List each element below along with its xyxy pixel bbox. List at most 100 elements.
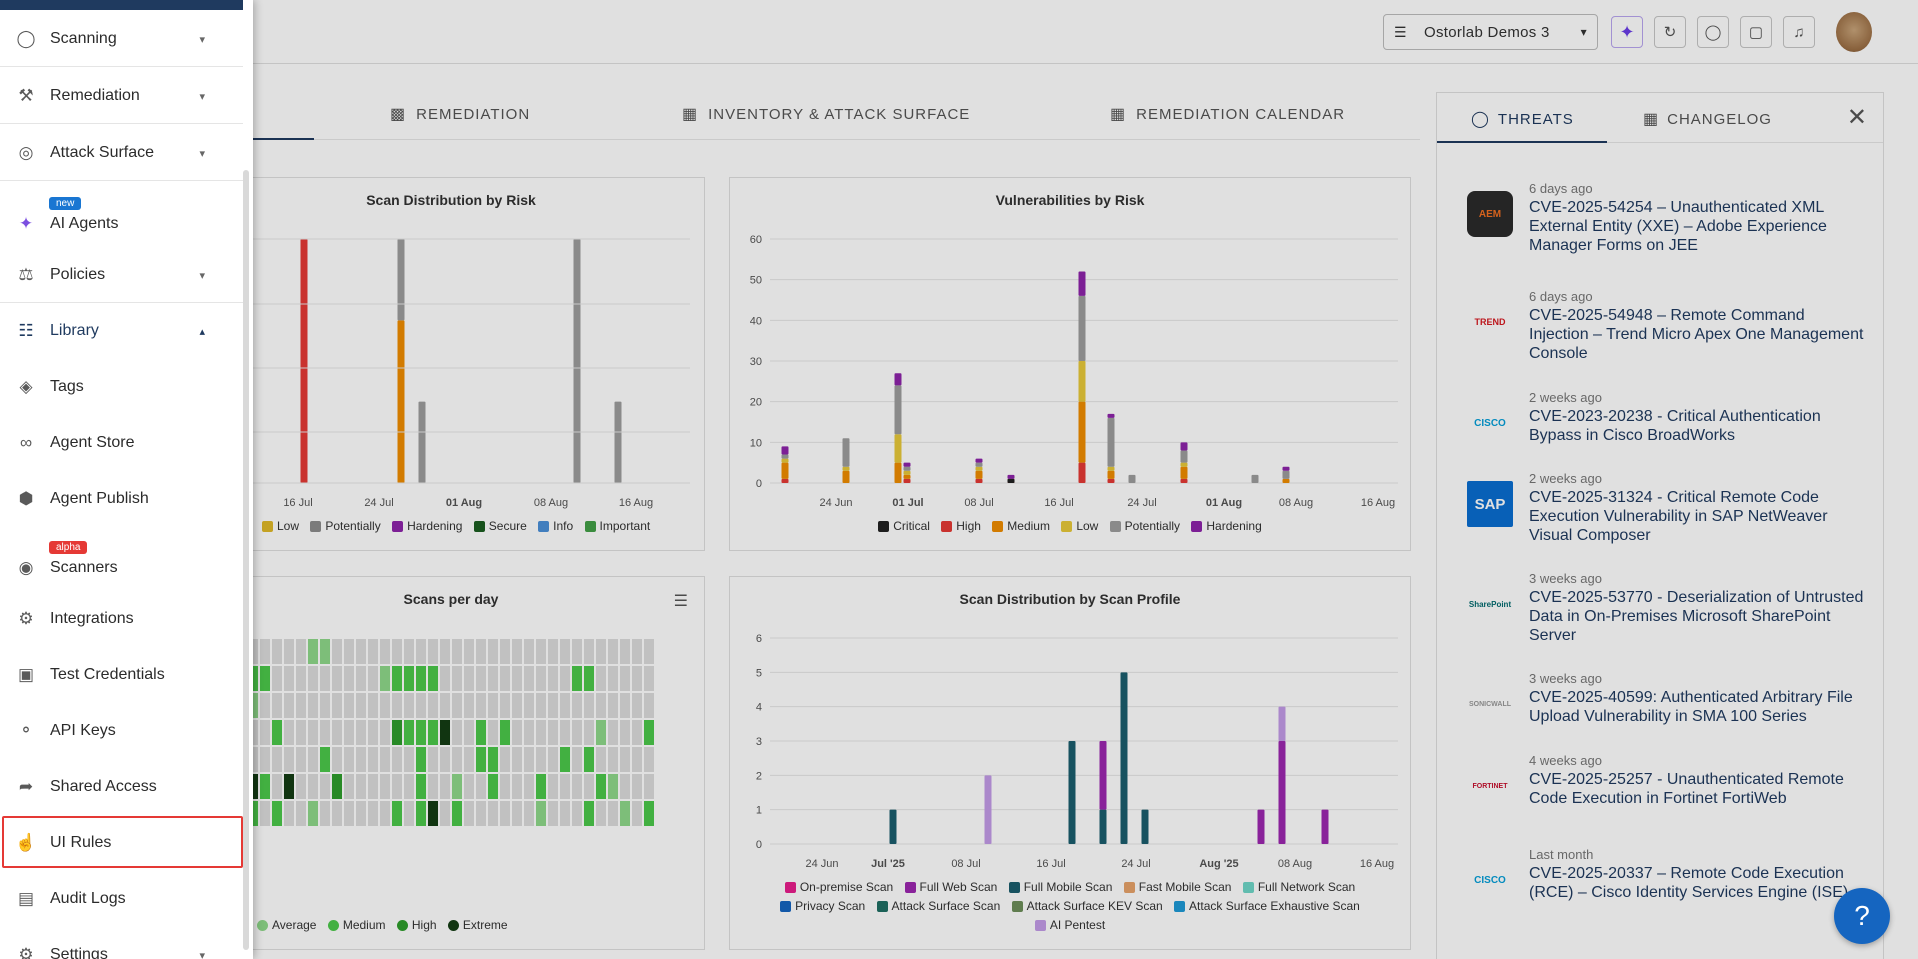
heatmap-cell (596, 693, 606, 718)
tab-threats[interactable]: ◯ THREATS (1471, 109, 1574, 129)
lock-icon: ▣ (17, 665, 35, 684)
threat-item[interactable]: FORTINET 4 weeks ago CVE-2025-25257 - Una… (1467, 753, 1867, 809)
close-icon[interactable]: ✕ (1846, 104, 1867, 131)
sidebar-item-scanners[interactable]: ◉ Scanners (0, 554, 243, 582)
heatmap-cell (524, 666, 534, 691)
heatmap-cell (428, 747, 438, 772)
vulnerabilities-risk-card: Vulnerabilities by Risk 60 50 40 30 20 10 0 24 … (729, 177, 1411, 551)
bar-segment (894, 385, 902, 435)
x-tick-label: 01 Jul (892, 497, 923, 509)
heatmap-cell (476, 720, 486, 745)
avatar[interactable] (1836, 12, 1872, 52)
threat-title[interactable]: CVE-2025-25257 - Unauthenticated Remote … (1529, 771, 1844, 807)
scan-refresh-icon[interactable]: ↻ (1654, 16, 1686, 48)
heatmap-cell (272, 666, 282, 691)
heatmap-cell (476, 747, 486, 772)
sidebar-item-ai-agents[interactable]: ✦ AI Agents (0, 210, 243, 238)
x-tick-label: 08 Aug (534, 497, 568, 509)
heatmap-cell (440, 747, 450, 772)
scan-profile-chart: 6 5 4 3 2 1 0 24 Jun Jul '25 08 Jul 16 Jul 24 Jul Au… (756, 633, 1398, 870)
threat-time: Last month (1529, 847, 1594, 862)
heatmap-cell (500, 666, 510, 691)
ai-sparkle-icon[interactable]: ✦ (1611, 16, 1643, 48)
threat-time: 2 weeks ago (1529, 390, 1602, 405)
sidebar-item-ui-rules[interactable]: ☝ UI Rules (15, 833, 112, 852)
top-bar: ☰ Ostorlab Demos 3 ▾ ✦ ↻ ◯ ▢ ♫ (0, 0, 1918, 64)
heatmap-cell (392, 693, 402, 718)
heatmap-cell (380, 666, 390, 691)
threat-title[interactable]: CVE-2023-20238 - Critical Authentication… (1529, 408, 1821, 444)
menu-icon[interactable]: ☰ (673, 593, 688, 610)
bar-segment (1107, 413, 1115, 418)
threat-title[interactable]: CVE-2025-40599: Authenticated Arbitrary … (1529, 689, 1853, 725)
threat-item[interactable]: CISCO Last month CVE-2025-20337 – Remote … (1467, 847, 1867, 903)
heatmap-cell (356, 747, 366, 772)
heatmap-cell (272, 639, 282, 664)
tab-remediation[interactable]: ▩ REMEDIATION (390, 104, 530, 124)
heatmap-cell (596, 639, 606, 664)
bar-segment (975, 458, 983, 463)
heatmap-cell (344, 774, 354, 799)
threat-item[interactable]: SONICWALL 3 weeks ago CVE-2025-40599: Aut… (1467, 671, 1867, 727)
bar-segment (1251, 474, 1259, 483)
y-tick-label: 10 (750, 437, 762, 449)
threat-title[interactable]: CVE-2025-54948 – Remote Command Injectio… (1529, 307, 1864, 362)
sidebar-item-library[interactable]: ☷ Library ▴ (0, 314, 243, 348)
organization-select[interactable]: ☰ Ostorlab Demos 3 ▾ (1383, 14, 1598, 50)
bar-segment (975, 478, 983, 483)
heatmap-cell (296, 801, 306, 826)
heatmap-cell (596, 747, 606, 772)
threat-item[interactable]: CISCO 2 weeks ago CVE-2023-20238 - Critic… (1467, 390, 1867, 446)
chevron-down-icon: ▾ (199, 269, 205, 282)
ticket-icon: ▩ (390, 106, 407, 123)
heatmap-cell (512, 801, 522, 826)
x-tick-label: 24 Jul (1127, 497, 1156, 509)
tab-remediation-calendar[interactable]: ▦ REMEDIATION CALENDAR (1110, 104, 1345, 124)
divider (0, 302, 243, 303)
sidebar-item-shared-access[interactable]: ➦ Shared Access (0, 770, 243, 804)
heatmap-cell (608, 666, 618, 691)
sidebar-item-integrations[interactable]: ⚙ Integrations (0, 602, 243, 636)
help-button[interactable]: ? (1834, 888, 1890, 944)
bar-segment (1180, 462, 1188, 467)
heatmap-cell (416, 639, 426, 664)
drawer-scrollbar[interactable] (243, 170, 249, 950)
heatmap-cell (536, 774, 546, 799)
ticket-icon[interactable]: ▢ (1740, 16, 1772, 48)
heatmap-cell (488, 666, 498, 691)
shield-icon[interactable]: ◯ (1697, 16, 1729, 48)
heatmap-cell (440, 720, 450, 745)
ui-rules-highlight (2, 816, 243, 868)
sidebar-item-remediation[interactable]: ⚒ Remediation ▾ (0, 79, 243, 113)
heatmap-cell (404, 666, 414, 691)
sidebar-item-agent-publish[interactable]: ⬢ Agent Publish (0, 482, 243, 516)
threat-title[interactable]: CVE-2025-20337 – Remote Code Execution (… (1529, 865, 1849, 901)
threat-item[interactable]: TREND 6 days ago CVE-2025-54948 – Remote … (1467, 289, 1867, 363)
threat-title[interactable]: CVE-2025-54254 – Unauthenticated XML Ext… (1529, 199, 1827, 254)
heatmap-cell (368, 720, 378, 745)
threat-item[interactable]: AEM 6 days ago CVE-2025-54254 – Unauthent… (1467, 181, 1867, 255)
heatmap-cell (584, 774, 594, 799)
sidebar-item-settings[interactable]: ⚙ Settings ▾ (0, 938, 243, 959)
heatmap-cell (560, 639, 570, 664)
heatmap-cell (476, 666, 486, 691)
sidebar-item-audit-logs[interactable]: ▤ Audit Logs (0, 882, 243, 916)
tab-inventory[interactable]: ▦ INVENTORY & ATTACK SURFACE (682, 104, 970, 124)
threat-item[interactable]: SAP 2 weeks ago CVE-2025-31324 - Critical… (1467, 471, 1867, 545)
sidebar-item-api-keys[interactable]: ⚬ API Keys (0, 714, 243, 748)
sidebar-item-agent-store[interactable]: ∞ Agent Store (0, 426, 243, 460)
heatmap-cell (584, 639, 594, 664)
threat-item[interactable]: SharePoint 3 weeks ago CVE-2025-53770 - D… (1467, 571, 1867, 645)
sidebar-item-policies[interactable]: ⚖ Policies ▾ (0, 258, 243, 292)
sidebar-item-scanning[interactable]: ◯ Scanning ▾ (0, 22, 243, 56)
bell-icon[interactable]: ♫ (1783, 16, 1815, 48)
threat-title[interactable]: CVE-2025-31324 - Critical Remote Code Ex… (1529, 489, 1828, 544)
y-tick-label: 30 (750, 356, 762, 368)
threat-title[interactable]: CVE-2025-53770 - Deserialization of Untr… (1529, 589, 1864, 644)
tab-changelog[interactable]: ▦ CHANGELOG (1643, 109, 1772, 129)
sidebar-item-attack-surface[interactable]: ◎ Attack Surface ▾ (0, 136, 243, 170)
sidebar-item-test-credentials[interactable]: ▣ Test Credentials (0, 658, 243, 692)
sidebar-item-tags[interactable]: ◈ Tags (0, 370, 243, 404)
